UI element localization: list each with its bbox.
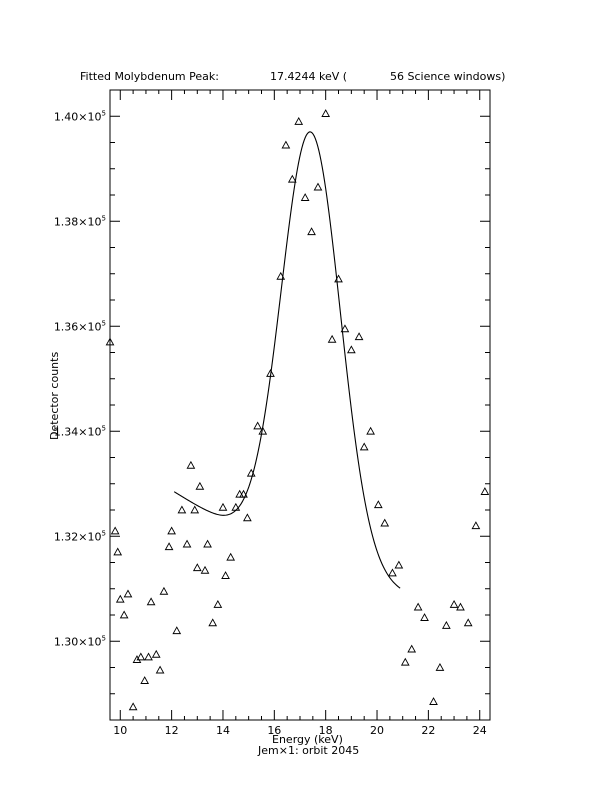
data-point-triangle [239, 489, 248, 498]
x-tick-label: 18 [319, 724, 333, 737]
data-point-triangle [151, 649, 161, 658]
x-tick-label: 20 [370, 724, 384, 737]
data-point-triangle [146, 597, 156, 606]
data-point-triangle [110, 526, 120, 535]
data-point-triangle [400, 657, 410, 666]
data-point-triangle [208, 618, 218, 627]
x-tick-label: 22 [421, 724, 435, 737]
chart-title-window-info: 56 Science windows) [390, 70, 505, 83]
data-point-triangle [346, 345, 356, 354]
fitted-gaussian-curve [173, 131, 401, 589]
y-axis-ticks: 1.30×105 1.32×105 1.34×105 1.36×105 1.38×105… [54, 89, 490, 721]
y-tick-label: 1.30×105 [54, 634, 106, 648]
data-point-triangle [313, 182, 323, 191]
data-point-triangle [258, 426, 268, 435]
chart-subtitle: Jem×1: orbit 2045 [257, 744, 359, 757]
data-point-triangle [172, 626, 182, 635]
data-point-triangle [388, 568, 397, 577]
chart-title-label: Fitted Molybdenum Peak: [80, 70, 219, 83]
data-point-triangle [480, 487, 490, 495]
data-point-triangle [327, 334, 337, 343]
data-point-triangle [394, 560, 404, 569]
data-point-triangle [113, 547, 123, 556]
data-point-triangle [213, 599, 223, 608]
data-point-triangle [294, 116, 304, 125]
y-tick-label: 1.34×105 [54, 424, 106, 438]
y-axis-label: Detector counts [48, 352, 61, 440]
data-point-triangle [140, 676, 150, 684]
data-point-triangle [200, 565, 210, 574]
data-point-triangle [420, 613, 429, 621]
data-point-triangle [429, 697, 438, 705]
x-tick-label: 24 [473, 724, 487, 737]
data-points [105, 109, 490, 711]
x-tick-label: 14 [216, 724, 230, 737]
data-point-triangle [449, 599, 459, 608]
data-point-triangle [471, 521, 481, 530]
data-point-triangle [159, 586, 169, 595]
x-axis-label: Energy (keV) [272, 733, 343, 746]
data-point-triangle [340, 324, 350, 333]
data-point-triangle [128, 702, 138, 711]
data-point-triangle [441, 620, 451, 629]
x-tick-label: 10 [113, 724, 127, 737]
data-point-triangle [132, 655, 142, 663]
data-point-triangle [435, 662, 445, 671]
y-tick-label: 1.40×105 [54, 109, 106, 123]
data-point-triangle [366, 426, 375, 435]
data-point-triangle [119, 610, 129, 619]
data-point-triangle [373, 500, 383, 509]
data-point-triangle [190, 505, 200, 514]
data-point-triangle [243, 513, 252, 522]
data-point-triangle [144, 652, 153, 661]
data-point-triangle [380, 518, 390, 527]
y-tick-label: 1.38×105 [54, 214, 106, 228]
data-point-triangle [287, 174, 297, 183]
data-point-triangle [105, 337, 115, 346]
data-point-triangle [203, 539, 212, 548]
y-tick-label: 1.32×105 [54, 529, 106, 543]
data-point-triangle [307, 227, 316, 236]
data-point-triangle [136, 652, 146, 661]
data-point-triangle [413, 602, 423, 611]
data-point-triangle [123, 589, 133, 598]
data-point-triangle [281, 140, 291, 149]
x-axis-ticks: 10 12 14 16 18 20 22 24 [113, 90, 487, 737]
data-point-triangle [359, 442, 369, 451]
data-point-triangle [253, 421, 262, 430]
y-tick-label: 1.36×105 [54, 319, 106, 333]
chart-title-peak-value: 17.4244 keV ( [270, 70, 347, 83]
x-tick-label: 12 [165, 724, 179, 737]
data-point-triangle [195, 481, 205, 490]
plot-frame [109, 89, 491, 721]
data-point-triangle [463, 618, 473, 627]
chart-title: Fitted Molybdenum Peak: 17.4244 keV ( 56… [80, 70, 505, 83]
data-point-triangle [115, 594, 125, 603]
data-point-triangle [226, 552, 236, 561]
data-point-triangle [167, 526, 176, 535]
data-point-triangle [186, 460, 196, 469]
data-point-triangle [321, 109, 331, 117]
data-point-triangle [182, 539, 192, 548]
data-point-triangle [192, 563, 202, 572]
data-point-triangle [456, 602, 465, 611]
data-point-triangle [164, 542, 174, 551]
data-point-triangle [177, 505, 187, 514]
data-point-triangle [218, 502, 228, 511]
data-point-triangle [354, 332, 364, 341]
data-point-triangle [407, 644, 417, 653]
data-point-triangle [221, 571, 230, 579]
x-tick-label: 16 [267, 724, 281, 737]
data-point-triangle [155, 665, 165, 674]
data-point-triangle [300, 193, 310, 201]
